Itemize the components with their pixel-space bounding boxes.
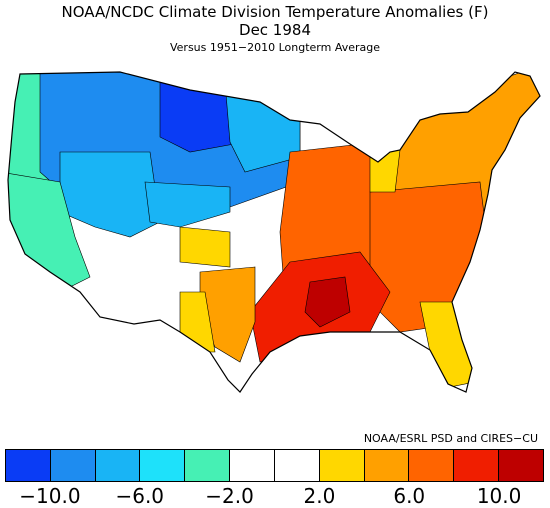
data-credit: NOAA/ESRL PSD and CIRES−CU	[363, 432, 538, 445]
legend-tick-label: 6.0	[393, 484, 426, 508]
legend-tick-label: −6.0	[115, 484, 165, 508]
legend-swatch-1	[50, 450, 96, 481]
legend-swatch-2	[95, 450, 141, 481]
us-outline	[7, 71, 541, 393]
legend-tick-label: −10.0	[19, 484, 81, 508]
legend-tick-label: 2.0	[303, 484, 336, 508]
map-caption: Versus 1951−2010 Longterm Average	[169, 41, 380, 54]
legend-swatch-3	[140, 450, 186, 481]
us-anomaly-map	[7, 71, 541, 393]
california-region	[8, 171, 91, 288]
map-subtitle: Dec 1984	[239, 21, 311, 39]
deep-south-hot-region	[304, 276, 351, 328]
legend-tick-labels: −10.0 −6.0 −2.0 2.0 6.0 10.0	[0, 484, 550, 508]
legend-swatch-11	[499, 450, 543, 481]
color-legend	[5, 449, 544, 482]
florida-region	[419, 301, 476, 388]
legend-swatch-0	[6, 450, 51, 481]
legend-swatch-6	[274, 450, 320, 481]
oklahoma-region	[179, 226, 231, 268]
legend-swatch-4	[185, 450, 231, 481]
legend-tick-label: −2.0	[205, 484, 254, 508]
legend-swatch-7	[319, 450, 365, 481]
legend-tick-label: 10.0	[476, 484, 522, 508]
legend-swatch-10	[454, 450, 500, 481]
legend-swatch-9	[409, 450, 455, 481]
legend-swatch-8	[364, 450, 410, 481]
legend-swatch-5	[230, 450, 275, 481]
map-title: NOAA/NCDC Climate Division Temperature A…	[61, 3, 489, 21]
colorado-plateau-region	[144, 181, 231, 228]
